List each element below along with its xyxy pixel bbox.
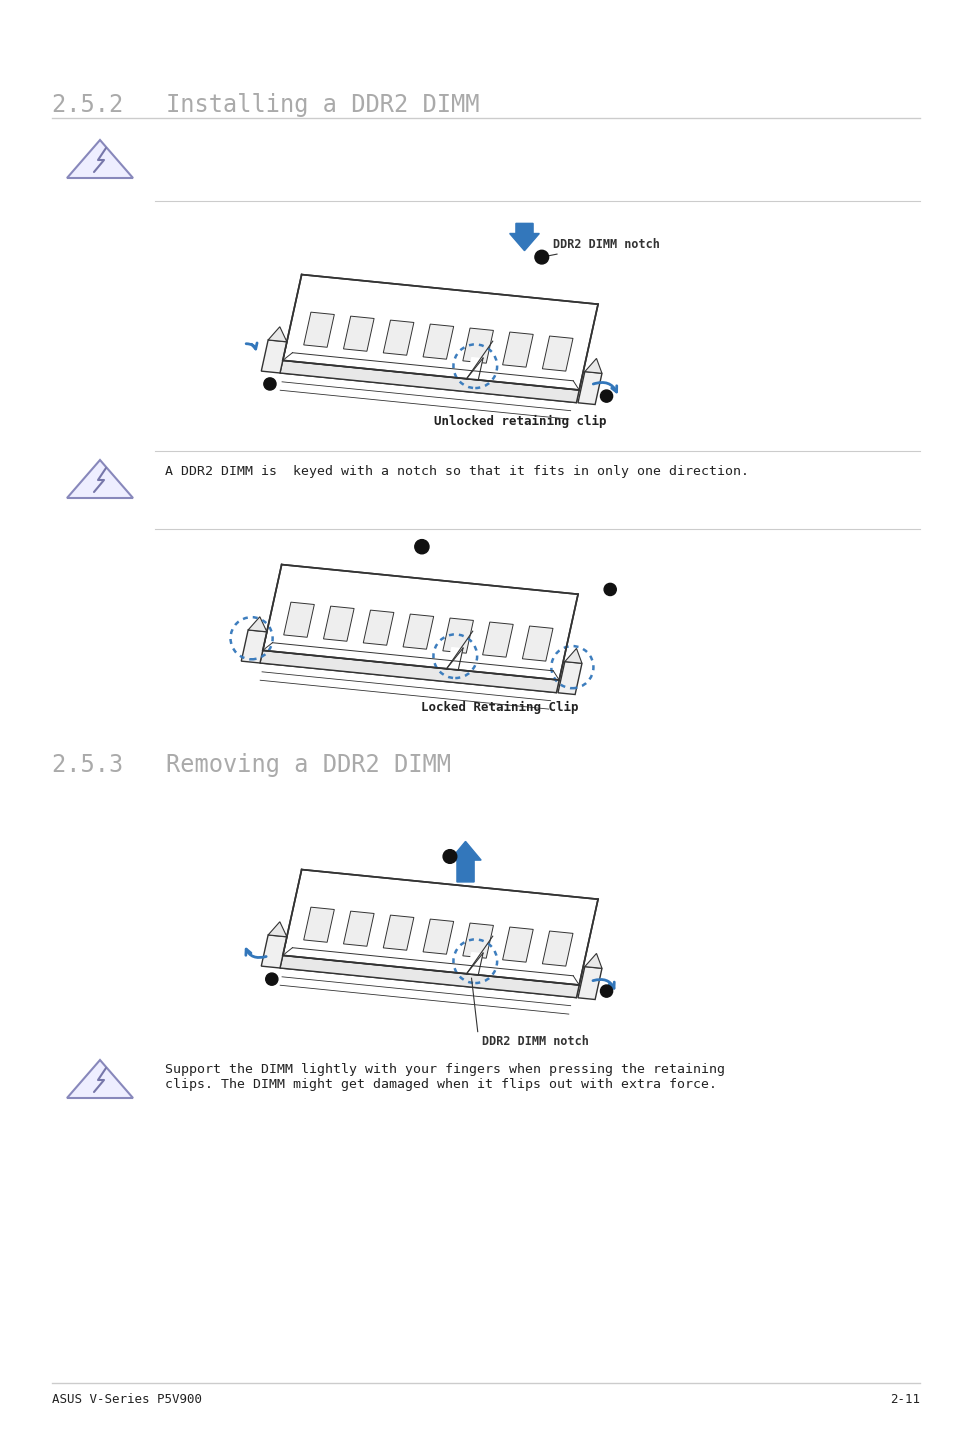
Circle shape (599, 985, 612, 997)
Polygon shape (522, 626, 553, 661)
Polygon shape (502, 332, 533, 367)
Polygon shape (268, 326, 287, 342)
Polygon shape (280, 955, 578, 998)
Polygon shape (422, 919, 454, 955)
Polygon shape (262, 565, 578, 680)
Polygon shape (446, 647, 462, 670)
Text: 2.5.2   Installing a DDR2 DIMM: 2.5.2 Installing a DDR2 DIMM (52, 93, 479, 116)
Polygon shape (268, 922, 287, 936)
Circle shape (599, 390, 612, 403)
Polygon shape (282, 275, 598, 390)
Text: DDR2 DIMM notch: DDR2 DIMM notch (481, 1035, 588, 1048)
Polygon shape (343, 912, 374, 946)
Polygon shape (282, 870, 598, 985)
Circle shape (415, 539, 429, 554)
Polygon shape (260, 650, 558, 693)
Polygon shape (542, 930, 573, 966)
Polygon shape (442, 618, 473, 653)
Circle shape (442, 850, 456, 863)
Polygon shape (578, 966, 601, 999)
Polygon shape (248, 617, 267, 631)
Polygon shape (343, 316, 374, 351)
Polygon shape (482, 623, 513, 657)
Text: 2-11: 2-11 (889, 1393, 919, 1406)
Circle shape (603, 584, 616, 595)
Text: DDR2 DIMM notch: DDR2 DIMM notch (544, 237, 659, 256)
Polygon shape (422, 324, 454, 360)
Polygon shape (261, 935, 287, 968)
Polygon shape (280, 361, 578, 403)
Polygon shape (280, 955, 578, 998)
Text: A DDR2 DIMM is  keyed with a notch so that it fits in only one direction.: A DDR2 DIMM is keyed with a notch so tha… (165, 464, 748, 477)
Circle shape (266, 974, 277, 985)
Polygon shape (260, 650, 558, 693)
Polygon shape (383, 321, 414, 355)
Circle shape (535, 250, 548, 265)
Polygon shape (564, 649, 581, 663)
Polygon shape (241, 630, 267, 663)
Text: Support the DIMM lightly with your fingers when pressing the retaining
clips. Th: Support the DIMM lightly with your finge… (165, 1063, 724, 1091)
Polygon shape (462, 923, 493, 958)
Polygon shape (303, 907, 334, 942)
Text: ASUS V-Series P5V900: ASUS V-Series P5V900 (52, 1393, 202, 1406)
Polygon shape (462, 328, 493, 364)
Polygon shape (363, 610, 394, 646)
Polygon shape (67, 460, 132, 498)
FancyArrow shape (509, 223, 538, 250)
Polygon shape (466, 357, 482, 380)
Polygon shape (578, 371, 601, 404)
Polygon shape (584, 358, 601, 374)
FancyArrow shape (450, 841, 480, 881)
Polygon shape (67, 1060, 132, 1099)
Polygon shape (584, 953, 601, 968)
Polygon shape (323, 607, 354, 641)
Polygon shape (558, 661, 581, 695)
Polygon shape (261, 339, 287, 372)
Polygon shape (402, 614, 434, 649)
Polygon shape (383, 915, 414, 951)
Polygon shape (502, 928, 533, 962)
Polygon shape (280, 361, 578, 403)
Text: Unlocked retaining clip: Unlocked retaining clip (434, 416, 605, 429)
Polygon shape (303, 312, 334, 347)
Polygon shape (542, 336, 573, 371)
Text: Locked Retaining Clip: Locked Retaining Clip (421, 700, 578, 715)
Polygon shape (67, 139, 132, 178)
Text: 2.5.3   Removing a DDR2 DIMM: 2.5.3 Removing a DDR2 DIMM (52, 754, 451, 777)
Polygon shape (466, 952, 482, 975)
Circle shape (264, 378, 275, 390)
Polygon shape (283, 603, 314, 637)
